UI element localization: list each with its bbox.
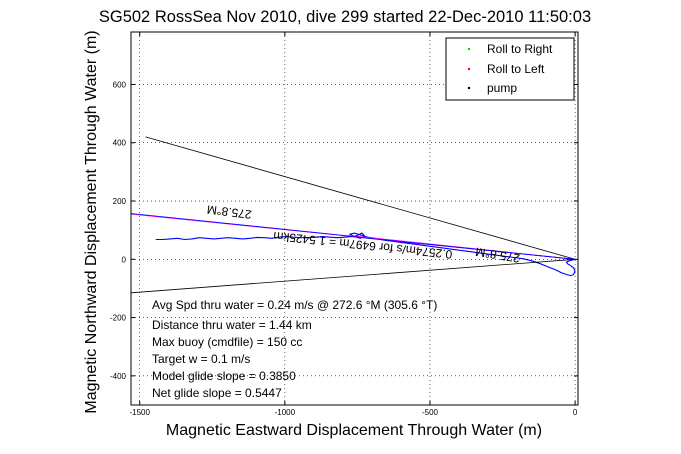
plot-border [130, 31, 579, 406]
stat-target-w: Target w = 0.1 m/s [152, 352, 250, 366]
heading-line [130, 258, 576, 294]
x-tick-label: -1500 [129, 408, 150, 417]
x-tick-label: 0 [573, 408, 578, 417]
legend-label-pump: pump [487, 81, 517, 95]
legend-entry-roll-left: Roll to Left [467, 62, 545, 76]
x-tick-label: -500 [422, 408, 439, 417]
y-tick-label: -200 [110, 314, 127, 323]
stats-block: Avg Spd thru water = 0.24 m/s @ 272.6 °M… [152, 298, 437, 400]
legend-label-roll-left: Roll to Left [487, 62, 545, 76]
stat-model-glide: Model glide slope = 0.3850 [152, 369, 296, 383]
stat-distance: Distance thru water = 1.44 km [152, 318, 312, 332]
legend: Roll to Right Roll to Left pump [445, 37, 575, 101]
legend-entry-roll-right: Roll to Right [467, 42, 553, 56]
legend-label-roll-right: Roll to Right [487, 42, 553, 56]
x-tick-label: -1000 [275, 408, 296, 417]
legend-marker-roll-left [467, 67, 471, 71]
stat-net-glide: Net glide slope = 0.5447 [152, 386, 282, 400]
stat-max-buoy: Max buoy (cmdfile) = 150 cc [152, 335, 302, 349]
heading-annotation: 275.8°M [206, 202, 252, 221]
y-tick-label: -400 [110, 372, 127, 381]
legend-marker-pump [467, 86, 471, 90]
chart-title: SG502 RossSea Nov 2010, dive 299 started… [99, 8, 591, 26]
stat-avg-speed: Avg Spd thru water = 0.24 m/s @ 272.6 °M… [152, 298, 437, 312]
legend-box [445, 37, 575, 101]
legend-marker-roll-right [467, 47, 471, 51]
y-tick-label: 0 [122, 255, 127, 264]
y-tick-label: 200 [113, 197, 127, 206]
y-tick-label: 600 [113, 80, 127, 89]
x-axis-label: Magnetic Eastward Displacement Through W… [166, 422, 542, 439]
heading-annotation: 275.8°M [474, 245, 520, 266]
y-tick-label: 400 [113, 139, 127, 148]
heading-line [145, 136, 576, 260]
track-line [155, 232, 576, 277]
series-layer [130, 136, 576, 294]
y-axis-label: Magnetic Northward Displacement Through … [83, 30, 100, 413]
tick-layer: -1500 -1000 -500 0 -400 -200 0 200 400 600 [110, 32, 578, 417]
heading-line [348, 235, 576, 260]
legend-entry-pump: pump [467, 81, 517, 95]
